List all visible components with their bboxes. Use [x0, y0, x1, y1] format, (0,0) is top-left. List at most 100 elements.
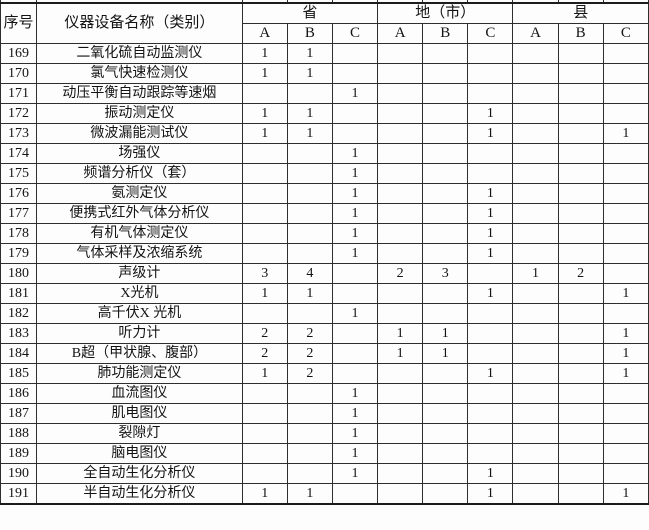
row-value	[377, 163, 424, 184]
table-row: 179 气体采样及浓缩系统 1 1	[0, 243, 649, 264]
row-value	[512, 283, 559, 304]
row-serial: 186	[0, 383, 38, 404]
row-value	[512, 83, 559, 104]
row-value	[557, 463, 604, 484]
row-value	[422, 363, 469, 384]
row-value	[557, 43, 604, 64]
row-value	[377, 443, 424, 464]
header-county-c: C	[602, 23, 649, 44]
row-value	[286, 243, 333, 264]
row-value	[286, 183, 333, 204]
table-body: 169 二氧化硫自动监测仪 1 1 170 氯气快速检测仪 1 1 171	[0, 43, 649, 505]
row-value: 1	[331, 243, 379, 264]
row-value	[377, 303, 424, 324]
row-value	[377, 63, 424, 84]
row-name: 裂隙灯	[36, 423, 243, 444]
row-value: 1	[331, 443, 379, 464]
row-value	[377, 423, 424, 444]
row-value	[422, 243, 469, 264]
row-serial: 174	[0, 143, 38, 164]
row-value: 1	[331, 143, 379, 164]
row-value	[512, 143, 559, 164]
row-value	[377, 403, 424, 424]
row-value	[331, 263, 379, 284]
row-value: 2	[557, 263, 604, 284]
row-value	[286, 383, 333, 404]
header-province-c: C	[331, 23, 379, 44]
row-name: 血流图仪	[36, 383, 243, 404]
row-value	[557, 323, 604, 344]
table-row: 184 B超（甲状腺、腹部） 2 2 1 1 1	[0, 343, 649, 364]
row-value	[512, 383, 559, 404]
row-value	[512, 483, 559, 505]
row-value	[422, 123, 469, 144]
row-value: 1	[286, 483, 333, 505]
row-serial: 184	[0, 343, 38, 364]
row-value	[557, 403, 604, 424]
row-value	[602, 103, 649, 124]
row-value	[557, 183, 604, 204]
row-value	[286, 203, 333, 224]
row-value: 2	[286, 343, 333, 364]
row-value	[602, 443, 649, 464]
row-value	[467, 403, 514, 424]
row-value: 1	[286, 63, 333, 84]
row-value	[241, 443, 288, 464]
row-serial: 179	[0, 243, 38, 264]
row-value	[512, 63, 559, 84]
row-serial: 189	[0, 443, 38, 464]
table-row: 171 动压平衡自动跟踪等速烟 1	[0, 83, 649, 104]
row-value	[422, 463, 469, 484]
row-value: 3	[241, 263, 288, 284]
table-header-row-groups: 序号 仪器设备名称（类别） 省 地（市） 县	[0, 2, 649, 44]
row-value: 1	[241, 483, 288, 505]
row-value	[286, 83, 333, 104]
row-value	[286, 403, 333, 424]
stub-cell	[0, 0, 38, 4]
row-value	[467, 383, 514, 404]
row-name: 氨测定仪	[36, 183, 243, 204]
row-value	[241, 83, 288, 104]
row-serial: 170	[0, 63, 38, 84]
row-value	[377, 363, 424, 384]
row-value	[377, 463, 424, 484]
row-value	[422, 103, 469, 124]
row-value	[602, 43, 649, 64]
row-value	[331, 283, 379, 304]
row-name: 声级计	[36, 263, 243, 284]
row-name: 频谱分析仪（套）	[36, 163, 243, 184]
row-serial: 182	[0, 303, 38, 324]
row-serial: 183	[0, 323, 38, 344]
header-province-b: B	[286, 23, 333, 44]
row-value	[512, 363, 559, 384]
row-value	[331, 43, 379, 64]
row-value: 1	[331, 403, 379, 424]
row-value	[512, 43, 559, 64]
row-name: 微波漏能测试仪	[36, 123, 243, 144]
row-value	[557, 63, 604, 84]
row-value	[241, 183, 288, 204]
row-value	[512, 343, 559, 364]
row-value	[422, 183, 469, 204]
row-name: 半自动生化分析仪	[36, 483, 243, 505]
row-value	[286, 143, 333, 164]
row-value	[331, 123, 379, 144]
header-serial: 序号	[0, 2, 38, 44]
row-name: 肺功能测定仪	[36, 363, 243, 384]
row-value	[241, 303, 288, 324]
row-value	[602, 243, 649, 264]
row-name: 振动测定仪	[36, 103, 243, 124]
row-value	[241, 223, 288, 244]
row-value	[422, 223, 469, 244]
header-group-province: 省	[241, 2, 379, 24]
row-value	[377, 243, 424, 264]
row-value	[602, 423, 649, 444]
row-value	[331, 363, 379, 384]
row-value: 3	[422, 263, 469, 284]
row-value	[602, 63, 649, 84]
row-value: 1	[331, 303, 379, 324]
row-value: 1	[331, 203, 379, 224]
row-value	[467, 163, 514, 184]
row-value	[241, 163, 288, 184]
row-value	[602, 183, 649, 204]
